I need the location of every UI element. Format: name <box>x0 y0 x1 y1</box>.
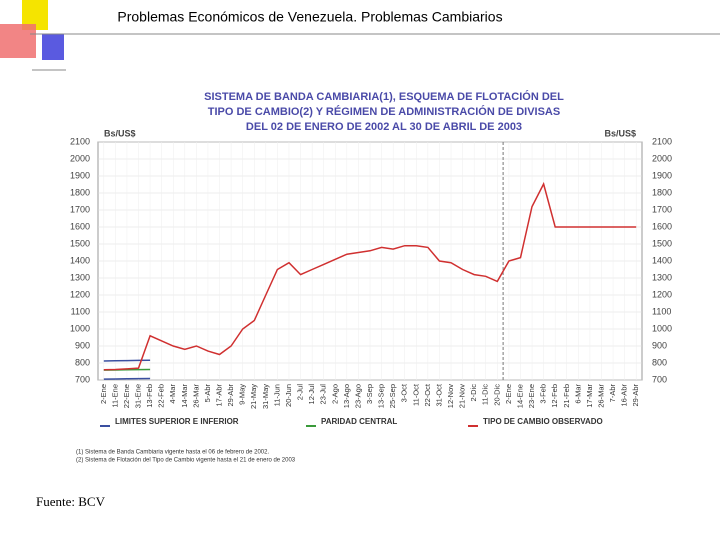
y2-tick-label: 700 <box>652 374 667 384</box>
x-tick-label: 6-Mar <box>573 384 582 404</box>
y2-tick-label: 1900 <box>652 170 672 180</box>
x-tick-label: 7-Abr <box>608 384 617 403</box>
x-tick-label: 22-Feb <box>157 384 166 408</box>
x-tick-label: 2-Ene <box>99 384 108 404</box>
x-tick-label: 21-Nov <box>458 384 467 408</box>
y2-axis-label: Bs/US$ <box>604 128 636 138</box>
series-line <box>103 359 151 362</box>
y2-tick-label: 1100 <box>652 306 671 316</box>
x-tick-label: 22-Oct <box>423 383 432 406</box>
x-tick-label: 17-Mar <box>585 384 594 408</box>
y-tick-label: 1900 <box>70 170 90 180</box>
y2-tick-label: 1000 <box>652 323 672 333</box>
x-tick-label: 23-Ago <box>353 384 362 408</box>
x-tick-label: 9-May <box>238 384 247 405</box>
y2-tick-label: 1500 <box>652 238 672 248</box>
x-tick-label: 5-Abr <box>203 384 212 403</box>
x-tick-label: 22-Ene <box>122 384 131 408</box>
y-tick-label: 1800 <box>70 187 90 197</box>
series-line <box>103 377 151 380</box>
y-tick-label: 1600 <box>70 221 90 231</box>
x-tick-label: 12-Nov <box>446 384 455 408</box>
y-tick-label: 1000 <box>70 323 90 333</box>
x-tick-label: 12-Jul <box>307 384 316 405</box>
y-tick-label: 1700 <box>70 204 90 214</box>
legend-label: LIMITES SUPERIOR E INFERIOR <box>115 417 239 426</box>
y-tick-label: 900 <box>75 340 90 350</box>
x-tick-label: 2-Ene <box>504 384 513 404</box>
x-tick-label: 16-Abr <box>620 384 629 407</box>
y-tick-label: 800 <box>75 357 90 367</box>
x-tick-label: 25-Sep <box>388 384 397 408</box>
x-tick-label: 14-Mar <box>180 384 189 408</box>
x-tick-label: 11-Oct <box>411 383 420 406</box>
x-tick-label: 29-Abr <box>631 384 640 407</box>
footnote: (2) Sistema de Flotación del Tipo de Cam… <box>76 458 296 464</box>
x-tick-label: 17-Abr <box>215 384 224 407</box>
x-tick-label: 13-Ago <box>342 384 351 408</box>
x-tick-label: 13-Sep <box>377 384 386 408</box>
x-tick-label: 23-Jul <box>319 384 328 405</box>
y-tick-label: 1400 <box>70 255 90 265</box>
x-tick-label: 29-Abr <box>226 384 235 407</box>
x-tick-label: 26-Mar <box>191 384 200 408</box>
x-tick-label: 31-Oct <box>434 383 443 406</box>
x-tick-label: 3-Sep <box>365 384 374 404</box>
y2-tick-label: 1300 <box>652 272 672 282</box>
x-tick-label: 14-Ene <box>515 384 524 408</box>
footnote: (1) Sistema de Banda Cambiaria vigente h… <box>76 450 269 456</box>
x-tick-label: 11-Jun <box>272 384 281 406</box>
y-tick-label: 2000 <box>70 153 90 163</box>
x-tick-label: 3-Oct <box>400 383 409 402</box>
y2-tick-label: 1800 <box>652 187 672 197</box>
y2-tick-label: 2000 <box>652 153 672 163</box>
y2-tick-label: 1200 <box>652 289 672 299</box>
y-tick-label: 1500 <box>70 238 90 248</box>
legend-label: TIPO DE CAMBIO OBSERVADO <box>483 417 603 426</box>
chart-title: SISTEMA DE BANDA CAMBIARIA(1), ESQUEMA D… <box>204 90 564 103</box>
y2-tick-label: 800 <box>652 357 667 367</box>
x-tick-label: 31-May <box>261 384 270 409</box>
x-tick-label: 2-Ago <box>330 384 339 404</box>
x-tick-label: 20-Jun <box>284 384 293 407</box>
chart-title: TIPO DE CAMBIO(2) Y RÉGIMEN DE ADMINISTR… <box>208 105 560 118</box>
deco-blue <box>42 34 64 60</box>
x-tick-label: 13-Feb <box>145 384 154 408</box>
series-line <box>103 181 637 371</box>
y2-tick-label: 1700 <box>652 204 672 214</box>
x-tick-label: 2-Dic <box>469 384 478 402</box>
y-tick-label: 700 <box>75 374 90 384</box>
x-tick-label: 3-Feb <box>539 384 548 404</box>
x-tick-label: 21-Feb <box>562 384 571 408</box>
y-tick-label: 1200 <box>70 289 90 299</box>
y2-tick-label: 1600 <box>652 221 672 231</box>
y-tick-label: 1300 <box>70 272 90 282</box>
x-tick-label: 20-Dic <box>492 384 501 406</box>
y-tick-label: 1100 <box>71 306 90 316</box>
x-tick-label: 12-Feb <box>550 384 559 408</box>
y-axis-label: Bs/US$ <box>104 128 136 138</box>
x-tick-label: 4-Mar <box>168 384 177 404</box>
x-tick-label: 2-Jul <box>296 384 305 401</box>
x-tick-label: 11-Ene <box>110 384 119 408</box>
y2-tick-label: 1400 <box>652 255 672 265</box>
y-tick-label: 2100 <box>70 136 90 146</box>
x-tick-label: 21-May <box>249 384 258 409</box>
deco-red <box>0 24 36 58</box>
x-tick-label: 11-Dic <box>481 384 490 405</box>
y2-tick-label: 900 <box>652 340 667 350</box>
source: Fuente: BCV <box>36 494 106 509</box>
chart-title: DEL 02 DE ENERO DE 2002 AL 30 DE ABRIL D… <box>246 121 522 133</box>
legend-label: PARIDAD CENTRAL <box>321 417 397 426</box>
slide-title: Problemas Económicos de Venezuela. Probl… <box>117 9 502 25</box>
x-tick-label: 26-Mar <box>596 384 605 408</box>
x-tick-label: 23-Ene <box>527 384 536 408</box>
x-tick-label: 31-Ene <box>133 384 142 408</box>
y2-tick-label: 2100 <box>652 136 672 146</box>
